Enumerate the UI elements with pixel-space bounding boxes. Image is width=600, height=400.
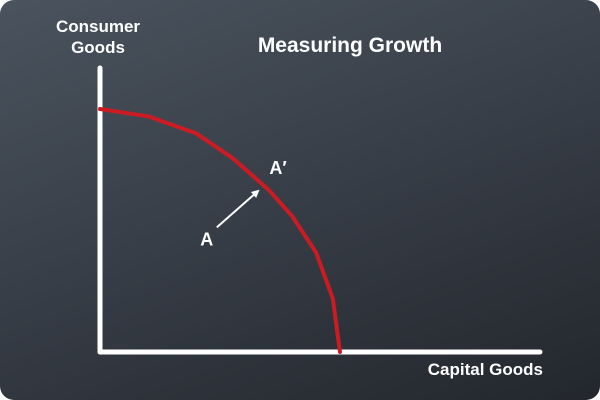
chart-title: Measuring Growth: [258, 34, 442, 57]
point-label-a: A: [200, 229, 213, 249]
y-axis-label-line-2: Goods: [71, 38, 125, 57]
ppf-curve: [98, 107, 342, 354]
point-label-a-prime: A′: [269, 158, 286, 178]
x-axis-label: Capital Goods: [428, 360, 543, 379]
growth-arrow: [216, 189, 260, 229]
y-axis-label-line-1: Consumer: [56, 17, 140, 36]
